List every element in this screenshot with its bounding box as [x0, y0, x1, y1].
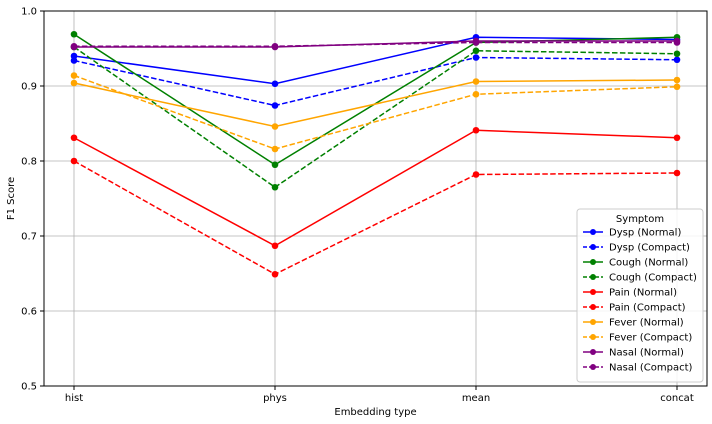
legend-label: Cough (Compact) [609, 273, 697, 284]
legend-items: Dysp (Normal) Dysp (Compact) Cough (Normal… [583, 228, 697, 374]
legend-label: Fever (Compact) [609, 333, 692, 344]
x-axis-label: Embedding type [334, 407, 416, 418]
x-tick-label: mean [462, 393, 490, 404]
legend-entry: Fever (Compact) [583, 333, 692, 344]
legend-marker [590, 244, 596, 250]
legend-entry: Nasal (Normal) [583, 348, 684, 359]
series-line [74, 41, 677, 47]
legend-entry: Nasal (Compact) [583, 363, 693, 374]
series-line [73, 46, 678, 189]
legend-label: Dysp (Normal) [609, 228, 681, 239]
series-line [73, 129, 678, 247]
legend-marker [590, 334, 596, 340]
legend-entry: Dysp (Normal) [583, 228, 681, 239]
series-fever-normal [70, 76, 681, 130]
data-point [472, 39, 480, 46]
series-fever-compact [70, 72, 681, 153]
y-tick-label: 0.7 [21, 232, 37, 243]
legend-entry: Fever (Normal) [583, 318, 684, 329]
data-point [673, 39, 681, 46]
data-point [673, 76, 681, 84]
data-point [70, 134, 78, 142]
legend-label: Nasal (Normal) [609, 348, 684, 359]
data-point [70, 30, 78, 38]
legend-marker [590, 364, 596, 370]
legend-box [576, 208, 704, 383]
legend-marker [590, 349, 596, 355]
series-nasal-compact [70, 39, 681, 50]
y-tick-label: 0.9 [21, 82, 37, 93]
data-point [472, 90, 480, 98]
y-tick-label: 1.0 [21, 7, 37, 18]
series-line [73, 79, 678, 128]
data-point [472, 47, 480, 55]
data-point [271, 183, 279, 191]
data-point [70, 57, 78, 64]
legend-entry: Cough (Compact) [583, 273, 697, 284]
data-point [673, 56, 681, 64]
legend-marker [590, 259, 596, 265]
legend-marker [590, 229, 596, 235]
legend: Symptom Dysp (Normal) Dysp (Compact) Cough… [576, 208, 704, 383]
legend-entry: Pain (Compact) [583, 303, 686, 314]
series-line [73, 74, 678, 150]
y-tick-label: 0.5 [21, 382, 37, 393]
data-point [70, 157, 78, 165]
data-point [673, 134, 681, 142]
legend-entry: Pain (Normal) [583, 288, 677, 299]
legend-label: Pain (Normal) [609, 288, 677, 299]
data-point [271, 270, 279, 278]
data-point [673, 169, 681, 177]
legend-label: Nasal (Compact) [609, 363, 693, 374]
y-tick-label: 0.8 [21, 157, 37, 168]
series-layer [70, 30, 681, 278]
x-tick-label: hist [65, 393, 83, 404]
x-tick-label: concat [660, 393, 694, 404]
legend-marker [590, 289, 596, 295]
legend-label: Fever (Normal) [609, 318, 684, 329]
data-point [472, 78, 480, 85]
x-tick-label: phys [263, 393, 287, 404]
data-point [70, 42, 78, 50]
data-point [271, 102, 279, 109]
data-point [271, 42, 279, 50]
data-point [472, 171, 480, 178]
legend-entry: Cough (Normal) [583, 258, 688, 269]
legend-entry: Dysp (Compact) [583, 243, 690, 254]
data-point [271, 123, 279, 130]
data-point [673, 50, 681, 58]
legend-label: Cough (Normal) [609, 258, 688, 269]
data-point [271, 145, 279, 153]
data-point [271, 80, 279, 88]
legend-marker [590, 304, 596, 310]
legend-marker [590, 319, 596, 325]
legend-label: Pain (Compact) [609, 303, 686, 314]
legend-marker [590, 274, 596, 280]
series-pain-normal [70, 126, 681, 250]
series-line [73, 160, 678, 276]
data-point [673, 83, 681, 91]
y-axis-label: F1 Score [6, 177, 17, 220]
data-point [70, 72, 78, 79]
y-tick-label: 0.6 [21, 307, 37, 318]
series-line [73, 36, 678, 85]
data-point [70, 79, 78, 87]
series-line [73, 56, 678, 107]
data-point [271, 161, 279, 169]
series-pain-compact [70, 157, 681, 278]
series-dysp-compact [70, 54, 681, 109]
legend-title: Symptom [616, 214, 664, 225]
y-axis-ticks: 0.5 0.6 0.7 0.8 0.9 1.0 [21, 7, 44, 393]
legend-label: Dysp (Compact) [609, 243, 690, 254]
data-point [271, 242, 279, 250]
data-point [472, 54, 480, 61]
data-point [472, 126, 480, 134]
x-axis-ticks: hist phys mean concat [65, 386, 694, 404]
plot-area-frame [43, 10, 708, 387]
